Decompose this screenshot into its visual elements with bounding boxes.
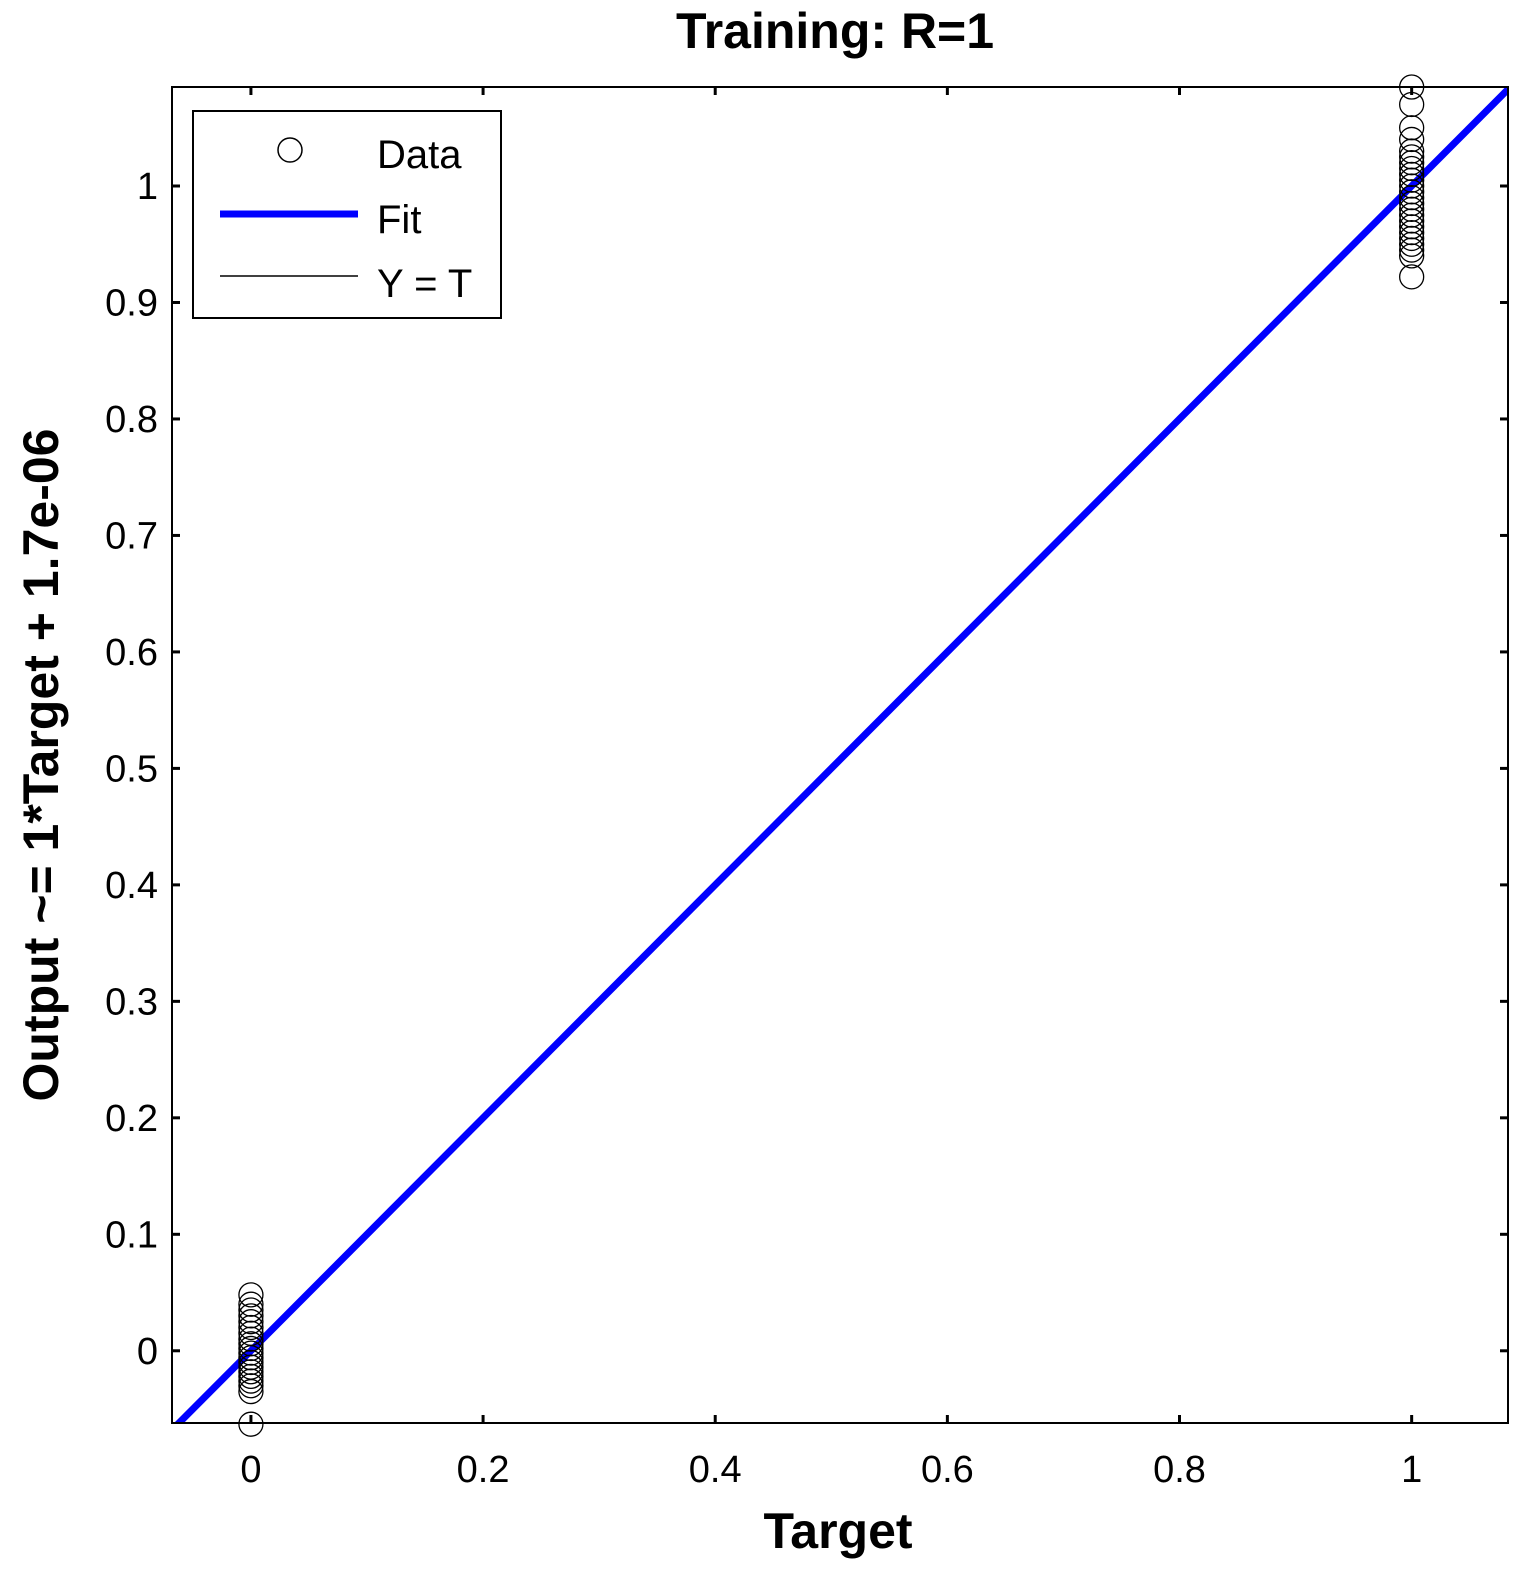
data-point	[1399, 243, 1425, 269]
data-point	[238, 1411, 264, 1437]
data-point	[1399, 196, 1425, 222]
data-point	[238, 1314, 264, 1341]
x-axis-label: Target	[763, 1503, 912, 1559]
x-tick-label: 0.8	[1153, 1449, 1206, 1491]
data-point	[238, 1373, 264, 1399]
y-tick-label: 0	[137, 1331, 158, 1373]
data-point	[1399, 161, 1425, 188]
legend: Data Fit Y = T	[192, 110, 502, 319]
data-point	[1399, 202, 1425, 228]
data-point	[1399, 138, 1425, 164]
data-point	[1399, 179, 1425, 205]
x-tick-label: 1	[1401, 1449, 1422, 1491]
y-axis-label: Output ~= 1*Target + 1.7e-06	[13, 429, 69, 1102]
legend-data-marker	[277, 137, 303, 163]
data-point	[1399, 167, 1425, 193]
data-point	[1399, 214, 1425, 240]
y-tick-label: 0.1	[105, 1214, 158, 1256]
data-point	[1399, 185, 1425, 211]
data-point	[1399, 150, 1425, 176]
data-point	[1399, 219, 1425, 246]
data-point	[1399, 126, 1425, 153]
data-point	[238, 1326, 264, 1352]
x-tick-label: 0.6	[921, 1449, 974, 1491]
data-point	[1399, 115, 1425, 141]
x-tick-labels: 0 0.2 0.4 0.6 0.8 1	[240, 1449, 1422, 1491]
y-tick-labels: 0 0.1 0.2 0.3 0.4 0.5 0.6 0.7 0.8 0.9 1	[105, 166, 158, 1373]
data-point	[238, 1303, 264, 1329]
fit-line	[174, 87, 1508, 1423]
data-point	[238, 1340, 264, 1366]
data-point	[1399, 264, 1425, 290]
data-point	[238, 1345, 264, 1371]
data-point	[1399, 144, 1425, 170]
x-tick-label: 0.4	[689, 1449, 742, 1491]
legend-label-fit: Fit	[377, 198, 421, 242]
y-tick-label: 0.4	[105, 865, 158, 907]
data-point	[238, 1378, 264, 1405]
data-point	[238, 1291, 264, 1317]
lines-layer	[174, 87, 1508, 1423]
data-point	[238, 1282, 264, 1308]
data-point	[238, 1309, 264, 1335]
x-tick-label: 0	[240, 1449, 261, 1491]
chart-title: Training: R=1	[676, 3, 994, 59]
data-points	[238, 74, 1425, 1437]
data-point	[238, 1363, 264, 1390]
data-point	[1399, 237, 1425, 263]
data-point	[238, 1368, 264, 1394]
plot-area-frame	[171, 86, 1509, 1424]
data-point	[238, 1359, 264, 1385]
y-tick-label: 0.9	[105, 282, 158, 324]
data-point	[1399, 190, 1425, 217]
data-point	[1399, 208, 1425, 234]
data-point	[238, 1335, 264, 1362]
y-tick-label: 0.8	[105, 399, 158, 441]
data-point	[1399, 173, 1425, 199]
data-point	[238, 1349, 264, 1376]
y-tick-label: 0.3	[105, 981, 158, 1023]
axis-ticks	[172, 87, 1508, 1423]
data-point	[1399, 231, 1425, 257]
data-point	[238, 1297, 264, 1323]
data-point	[1399, 225, 1425, 252]
legend-label-data: Data	[377, 133, 462, 177]
y-tick-label: 0.2	[105, 1098, 158, 1140]
y-tick-label: 0.7	[105, 515, 158, 557]
y-tick-label: 1	[137, 166, 158, 208]
data-point	[1399, 91, 1425, 118]
x-tick-label: 0.2	[457, 1449, 510, 1491]
y-tick-label: 0.5	[105, 748, 158, 790]
legend-label-identity: Y = T	[377, 262, 472, 306]
data-point	[1399, 155, 1425, 182]
y-tick-label: 0.6	[105, 632, 158, 674]
data-point	[238, 1331, 264, 1357]
